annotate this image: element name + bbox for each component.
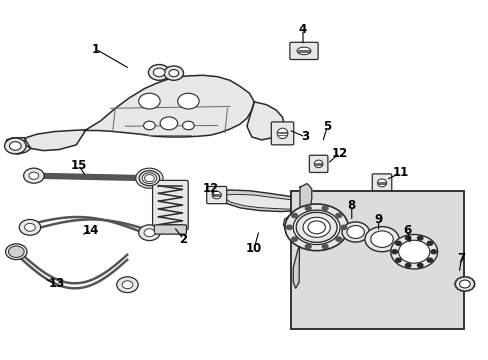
Circle shape xyxy=(395,258,400,262)
Circle shape xyxy=(122,281,133,289)
Circle shape xyxy=(364,226,398,252)
Circle shape xyxy=(340,225,346,229)
Text: 11: 11 xyxy=(391,166,408,179)
Circle shape xyxy=(139,93,160,109)
Text: 1: 1 xyxy=(92,42,100,55)
Circle shape xyxy=(370,231,392,247)
FancyBboxPatch shape xyxy=(371,174,391,192)
Text: 6: 6 xyxy=(403,224,411,237)
Text: 10: 10 xyxy=(245,242,262,255)
FancyBboxPatch shape xyxy=(206,186,226,204)
Circle shape xyxy=(303,217,330,237)
Circle shape xyxy=(117,277,138,293)
Circle shape xyxy=(427,241,432,245)
Polygon shape xyxy=(215,190,366,212)
Circle shape xyxy=(11,248,21,256)
Circle shape xyxy=(293,210,339,244)
Circle shape xyxy=(405,264,410,267)
Circle shape xyxy=(305,206,310,210)
Circle shape xyxy=(144,175,154,182)
Text: 7: 7 xyxy=(456,252,465,265)
Text: 3: 3 xyxy=(301,130,309,144)
Ellipse shape xyxy=(377,179,386,187)
Circle shape xyxy=(5,244,27,260)
Ellipse shape xyxy=(277,128,287,139)
Circle shape xyxy=(24,224,35,231)
Circle shape xyxy=(291,237,297,241)
Text: 12: 12 xyxy=(202,183,218,195)
Polygon shape xyxy=(246,102,284,140)
Ellipse shape xyxy=(314,160,322,168)
Circle shape xyxy=(168,69,178,77)
FancyBboxPatch shape xyxy=(290,191,463,329)
Polygon shape xyxy=(5,138,31,154)
Circle shape xyxy=(405,236,410,240)
Circle shape xyxy=(142,173,157,184)
Circle shape xyxy=(296,212,336,242)
Circle shape xyxy=(4,138,26,154)
Circle shape xyxy=(144,229,155,237)
Circle shape xyxy=(454,277,474,291)
Ellipse shape xyxy=(212,191,221,199)
Text: 12: 12 xyxy=(331,147,347,159)
Circle shape xyxy=(322,206,327,210)
Circle shape xyxy=(390,234,437,269)
Polygon shape xyxy=(283,216,298,233)
FancyBboxPatch shape xyxy=(289,42,318,59)
Text: 9: 9 xyxy=(374,213,382,226)
Text: 13: 13 xyxy=(48,278,65,291)
Circle shape xyxy=(23,168,44,183)
Circle shape xyxy=(286,225,292,229)
Circle shape xyxy=(335,237,341,241)
Text: 15: 15 xyxy=(70,159,87,172)
Circle shape xyxy=(395,241,400,245)
Circle shape xyxy=(160,117,177,130)
Circle shape xyxy=(341,222,368,242)
FancyBboxPatch shape xyxy=(271,122,293,145)
Circle shape xyxy=(398,240,429,263)
Text: 14: 14 xyxy=(82,224,99,237)
Circle shape xyxy=(417,264,422,267)
Circle shape xyxy=(417,236,422,240)
Polygon shape xyxy=(222,194,351,210)
Circle shape xyxy=(430,250,435,254)
FancyBboxPatch shape xyxy=(154,225,186,234)
Polygon shape xyxy=(24,130,86,150)
Circle shape xyxy=(427,258,432,262)
Circle shape xyxy=(29,172,39,179)
Circle shape xyxy=(177,93,199,109)
Circle shape xyxy=(335,213,341,218)
Text: 2: 2 xyxy=(179,233,187,246)
Circle shape xyxy=(148,64,169,80)
Circle shape xyxy=(19,220,41,235)
Circle shape xyxy=(322,244,327,249)
Circle shape xyxy=(391,250,397,254)
Circle shape xyxy=(139,171,159,186)
Circle shape xyxy=(459,280,469,288)
Circle shape xyxy=(139,225,160,240)
Polygon shape xyxy=(293,184,311,288)
Circle shape xyxy=(182,121,194,130)
Text: 4: 4 xyxy=(298,23,306,36)
Polygon shape xyxy=(83,75,254,137)
Circle shape xyxy=(305,244,310,249)
Circle shape xyxy=(346,226,364,238)
Circle shape xyxy=(307,221,325,234)
FancyBboxPatch shape xyxy=(152,180,188,230)
Ellipse shape xyxy=(296,47,310,55)
Circle shape xyxy=(285,204,347,251)
Circle shape xyxy=(153,68,164,77)
Text: 8: 8 xyxy=(347,199,355,212)
Circle shape xyxy=(136,168,163,188)
Circle shape xyxy=(163,66,183,80)
Circle shape xyxy=(8,246,24,257)
Circle shape xyxy=(291,213,297,218)
Text: 5: 5 xyxy=(323,120,331,133)
Circle shape xyxy=(9,141,21,150)
Circle shape xyxy=(143,121,155,130)
FancyBboxPatch shape xyxy=(309,155,327,172)
